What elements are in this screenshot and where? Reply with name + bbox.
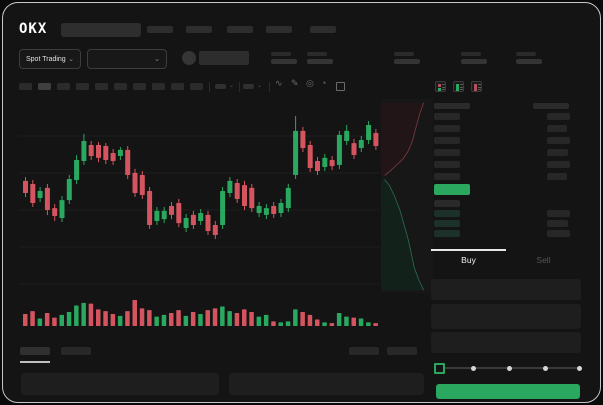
- market-type-label: Spot Trading: [26, 55, 66, 63]
- tab-sell[interactable]: Sell: [536, 255, 551, 265]
- stat-label-placeholder: [394, 52, 414, 56]
- ob-last-price[interactable]: [434, 184, 470, 195]
- ob-ask-price[interactable]: [434, 173, 460, 180]
- order-amount-field[interactable]: [431, 304, 581, 329]
- nav-item-placeholder[interactable]: [310, 26, 336, 33]
- stat-value-placeholder: [394, 59, 420, 64]
- slider-handle[interactable]: [434, 363, 445, 374]
- ob-ask-price[interactable]: [434, 137, 460, 144]
- timeframe-button[interactable]: [114, 83, 127, 90]
- ob-bid-price[interactable]: [434, 210, 460, 217]
- ob-ask-price[interactable]: [434, 149, 460, 156]
- stat-label-placeholder: [307, 52, 327, 56]
- chart-tab-active[interactable]: [20, 347, 50, 355]
- ob-ask-size[interactable]: [547, 149, 568, 156]
- timeframe-button[interactable]: [190, 83, 203, 90]
- bottom-right-panel: [229, 373, 424, 395]
- stat-value-placeholder: [516, 59, 542, 64]
- stat-value-placeholder: [307, 59, 333, 64]
- symbol-dropdown[interactable]: ⌄: [87, 49, 167, 69]
- draw-icon[interactable]: ✎: [291, 78, 299, 88]
- ob-bid-price[interactable]: [434, 230, 460, 237]
- slider-step-dot[interactable]: [506, 365, 512, 371]
- order-price-field[interactable]: [431, 279, 581, 300]
- nav-item-placeholder[interactable]: [266, 26, 292, 33]
- ob-ask-price[interactable]: [434, 161, 460, 168]
- timeframe-button[interactable]: [152, 83, 165, 90]
- book-bids-icon[interactable]: [453, 81, 464, 92]
- chart-action-button[interactable]: [387, 347, 417, 355]
- ob-ask-price[interactable]: [434, 113, 460, 120]
- tab-buy[interactable]: Buy: [461, 255, 476, 265]
- ob-bid-size[interactable]: [547, 220, 568, 227]
- stat-value-placeholder: [271, 59, 297, 64]
- chart-action-button[interactable]: [349, 347, 379, 355]
- chevron-down-icon: ⌄: [154, 55, 160, 63]
- slider-step-dot[interactable]: [542, 365, 548, 371]
- stat-label-placeholder: [461, 52, 481, 56]
- timeframe-button[interactable]: [57, 83, 70, 90]
- ob-ask-price[interactable]: [434, 125, 460, 132]
- timeframe-button[interactable]: [171, 83, 184, 90]
- ob-col-header: [533, 103, 569, 109]
- history-icon[interactable]: ◔: [321, 78, 327, 88]
- search-input[interactable]: [61, 23, 141, 37]
- stat-label-placeholder: [271, 52, 291, 56]
- chart-tab[interactable]: [61, 347, 91, 355]
- stat-label-placeholder: [516, 52, 536, 56]
- ob-col-header: [434, 103, 470, 109]
- nav-item-placeholder[interactable]: [147, 26, 173, 33]
- ob-ask-size[interactable]: [547, 125, 567, 132]
- timeframe-button[interactable]: [133, 83, 146, 90]
- timeframe-button[interactable]: [76, 83, 89, 90]
- bottom-left-panel: [21, 373, 219, 395]
- coin-icon: [182, 51, 196, 65]
- book-asks-icon[interactable]: [471, 81, 482, 92]
- timeframe-button[interactable]: [38, 83, 51, 90]
- pair-title-placeholder: [199, 51, 249, 65]
- fullscreen-icon[interactable]: [336, 82, 345, 91]
- stat-value-placeholder: [461, 59, 487, 64]
- market-type-dropdown[interactable]: Spot Trading ⌄: [19, 49, 81, 69]
- toolbar-dropdown[interactable]: [243, 84, 254, 89]
- buy-button[interactable]: [436, 384, 580, 399]
- chevron-down-icon[interactable]: ⌄: [257, 83, 263, 89]
- ob-ask-size[interactable]: [547, 137, 570, 144]
- okx-logo[interactable]: OKX: [19, 21, 48, 37]
- ob-ask-size[interactable]: [547, 113, 570, 120]
- ob-bid-size[interactable]: [547, 230, 570, 237]
- timeframe-button[interactable]: [95, 83, 108, 90]
- slider-step-dot[interactable]: [470, 365, 476, 371]
- nav-item-placeholder[interactable]: [186, 26, 212, 33]
- timeframe-button[interactable]: [19, 83, 32, 90]
- ob-ask-size[interactable]: [547, 173, 567, 180]
- candlestick-chart[interactable]: [17, 95, 433, 335]
- chevron-down-icon: ⌄: [68, 55, 74, 63]
- slider-step-dot[interactable]: [576, 365, 582, 371]
- toolbar-dropdown[interactable]: [215, 84, 226, 89]
- order-total-field[interactable]: [431, 332, 581, 353]
- ob-bid-size[interactable]: [547, 210, 570, 217]
- ob-bid-price[interactable]: [434, 220, 460, 227]
- chart-tab-underline: [20, 361, 50, 363]
- chevron-down-icon[interactable]: ⌄: [229, 83, 235, 89]
- line-style-icon[interactable]: ∿: [275, 78, 283, 88]
- book-combined-icon[interactable]: [435, 81, 446, 92]
- nav-item-placeholder[interactable]: [227, 26, 253, 33]
- camera-icon[interactable]: ◎: [306, 78, 314, 88]
- ob-ask-size[interactable]: [547, 161, 570, 168]
- buy-tab-indicator: [431, 249, 506, 251]
- ob-bid-price[interactable]: [434, 200, 460, 207]
